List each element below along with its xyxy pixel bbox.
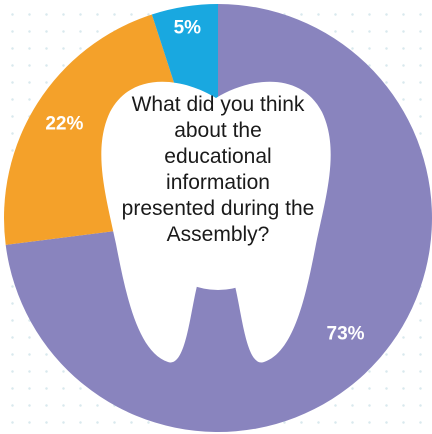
slice-label-5: 5% xyxy=(174,17,202,38)
slice-label-22: 22% xyxy=(45,113,83,134)
chart-question-text: What did you think about the educational… xyxy=(121,93,315,246)
tooth-icon xyxy=(101,81,331,363)
slice-label-73: 73% xyxy=(327,323,365,344)
slice-labels-group: 73% 22% 5% xyxy=(45,17,364,344)
